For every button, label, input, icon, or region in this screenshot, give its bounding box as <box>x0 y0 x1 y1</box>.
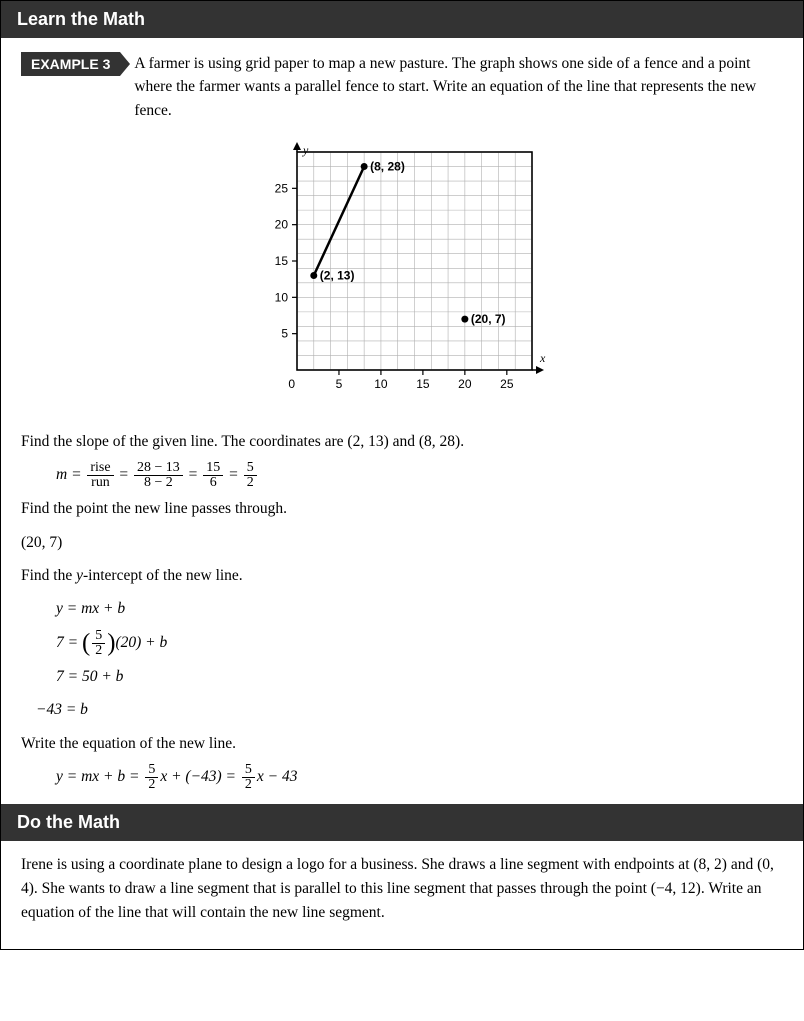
eq4: −43 = b <box>21 695 783 724</box>
example-block: EXAMPLE 3 A farmer is using grid paper t… <box>1 38 803 423</box>
svg-text:25: 25 <box>275 181 289 195</box>
svg-text:25: 25 <box>500 377 514 391</box>
svg-text:10: 10 <box>275 290 289 304</box>
svg-text:0: 0 <box>288 377 295 391</box>
svg-text:20: 20 <box>275 217 289 231</box>
step-write: Write the equation of the new line. <box>21 729 783 758</box>
do-header: Do the Math <box>1 804 803 841</box>
svg-text:15: 15 <box>275 254 289 268</box>
svg-text:20: 20 <box>458 377 472 391</box>
svg-text:5: 5 <box>336 377 343 391</box>
coordinate-graph: 5 10 15 20 25 0 5 10 15 20 25 x y (2, 13) (8, 28) (20, … <box>252 140 552 400</box>
eq2: 7 = (52)(20) + b <box>21 628 783 658</box>
worked-solution: Find the slope of the given line. The co… <box>1 427 803 792</box>
step-point: Find the point the new line passes throu… <box>21 494 783 523</box>
eq3: 7 = 50 + b <box>21 662 783 691</box>
final-equation: y = mx + b = 52x + (−43) = 52x − 43 <box>21 762 783 792</box>
new-point: (20, 7) <box>21 528 783 557</box>
graph-container: 5 10 15 20 25 0 5 10 15 20 25 x y (2, 13) (8, 28) (20, … <box>21 140 783 405</box>
svg-text:(20, 7): (20, 7) <box>471 312 506 326</box>
svg-text:15: 15 <box>416 377 430 391</box>
svg-text:(8, 28): (8, 28) <box>370 159 405 173</box>
step-intercept: Find the y-intercept of the new line. <box>21 561 783 590</box>
do-math-prompt: Irene is using a coordinate plane to des… <box>1 841 803 929</box>
example-tag: EXAMPLE 3 <box>21 52 120 76</box>
svg-text:5: 5 <box>281 326 288 340</box>
svg-text:(2, 13): (2, 13) <box>320 268 355 282</box>
page-container: Learn the Math EXAMPLE 3 A farmer is usi… <box>0 0 804 950</box>
svg-text:x: x <box>539 351 546 365</box>
step-slope: Find the slope of the given line. The co… <box>21 427 783 456</box>
slope-calc: m = riserun = 28 − 138 − 2 = 156 = 52 <box>21 460 783 490</box>
learn-header: Learn the Math <box>1 1 803 38</box>
example-prompt: A farmer is using grid paper to map a ne… <box>134 52 783 122</box>
svg-text:10: 10 <box>374 377 388 391</box>
svg-text:y: y <box>302 143 309 157</box>
eq1: y = mx + b <box>21 594 783 623</box>
